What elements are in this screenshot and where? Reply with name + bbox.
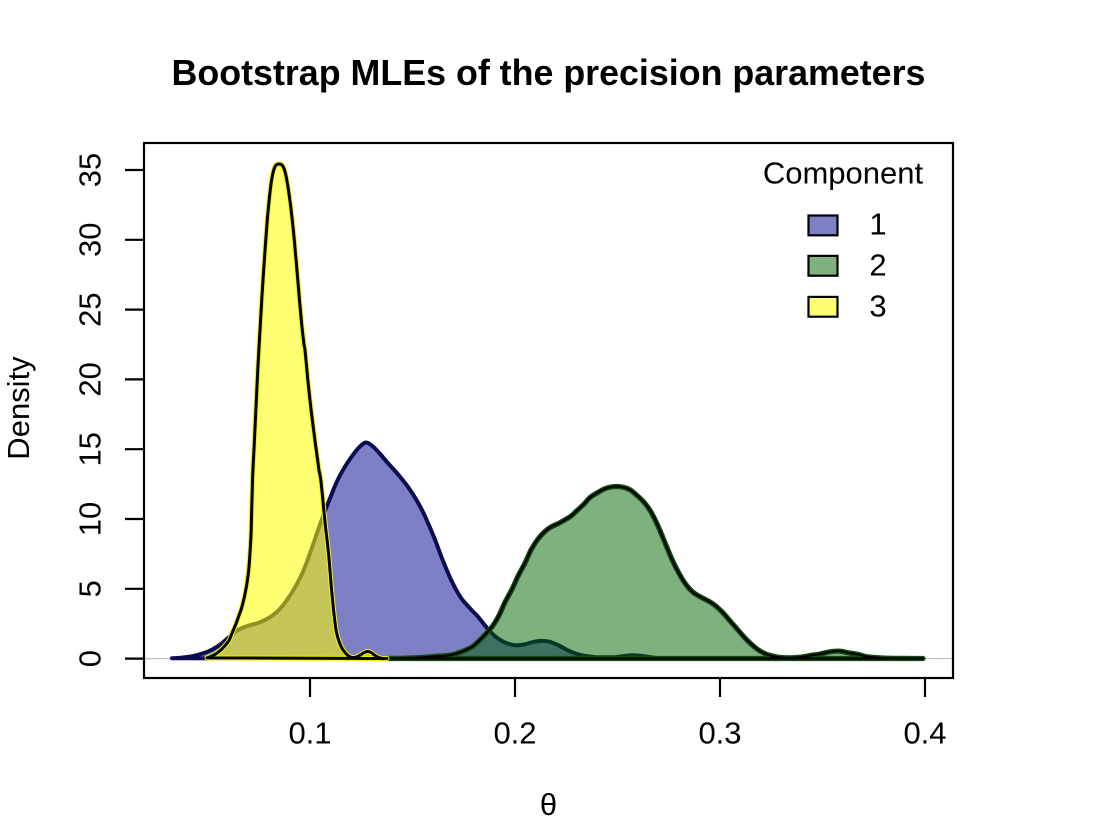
- svg-text:10: 10: [73, 502, 108, 536]
- svg-text:30: 30: [73, 223, 108, 257]
- svg-text:Density: Density: [1, 356, 36, 460]
- svg-text:0.4: 0.4: [903, 716, 946, 751]
- svg-text:20: 20: [73, 362, 108, 396]
- svg-text:3: 3: [869, 289, 886, 324]
- svg-text:35: 35: [73, 153, 108, 187]
- svg-text:25: 25: [73, 292, 108, 326]
- svg-text:0.1: 0.1: [288, 716, 331, 751]
- svg-text:2: 2: [869, 248, 886, 283]
- svg-text:Component: Component: [763, 156, 924, 191]
- svg-text:θ: θ: [540, 787, 557, 822]
- svg-text:15: 15: [73, 432, 108, 466]
- svg-text:0.3: 0.3: [698, 716, 741, 751]
- svg-text:1: 1: [869, 207, 886, 242]
- svg-text:Bootstrap MLEs of the precisio: Bootstrap MLEs of the precision paramete…: [172, 53, 926, 93]
- svg-text:0: 0: [73, 650, 108, 667]
- svg-text:5: 5: [73, 580, 108, 597]
- svg-text:0.2: 0.2: [493, 716, 536, 751]
